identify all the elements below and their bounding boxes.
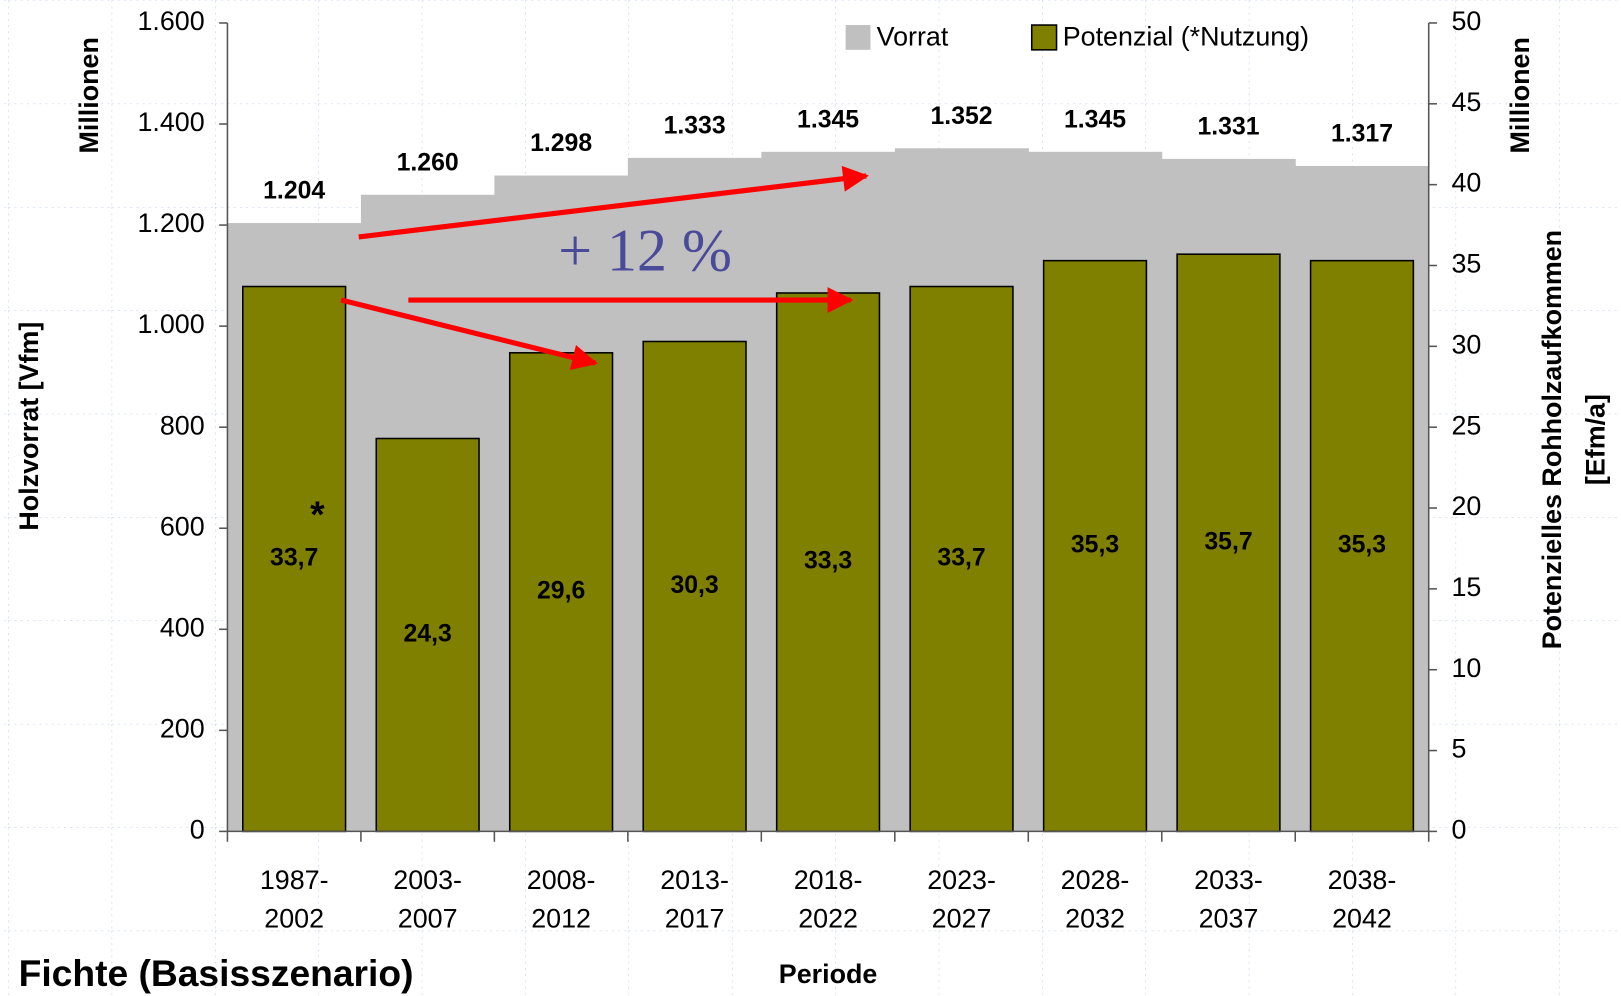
- data-label: 1.333: [664, 112, 726, 139]
- data-label: 1.204: [263, 178, 325, 205]
- x-tick-label: 2003-: [393, 865, 462, 895]
- y2-axis-title: [Efm/a]: [1580, 394, 1610, 485]
- x-tick-label: 2012: [531, 903, 591, 933]
- data-label: 29,6: [537, 578, 585, 605]
- x-tick-label: 2002: [264, 903, 324, 933]
- data-label: 24,3: [404, 620, 452, 647]
- arrow: [340, 297, 598, 371]
- legend-label: Vorrat: [877, 22, 949, 52]
- y-tick-label: 1.600: [137, 6, 204, 36]
- y2-tick-label: 50: [1451, 6, 1481, 36]
- y-tick-label: 600: [160, 511, 205, 541]
- y-tick-label: 800: [160, 410, 205, 440]
- data-label: 1.345: [1064, 106, 1126, 133]
- y2-tick-label: 15: [1451, 572, 1481, 602]
- x-tick-label: 2037: [1199, 903, 1259, 933]
- data-label: 1.331: [1197, 113, 1259, 140]
- bar: [1042, 259, 1148, 833]
- bar: [1309, 259, 1415, 833]
- y-axis-unit: Millionen: [74, 37, 104, 153]
- y-axis-title: Holzvorrat [Vfm]: [14, 322, 44, 531]
- data-label: 1.345: [797, 106, 859, 133]
- annotation: + 12 %: [558, 217, 732, 283]
- data-label: 1.260: [397, 149, 459, 176]
- bar: [242, 285, 347, 833]
- arrows: [340, 165, 869, 371]
- data-label: 33,7: [270, 545, 318, 572]
- x-tick-label: 2007: [398, 903, 458, 933]
- x-tick-label: 2013-: [660, 865, 729, 895]
- x-tick-label: 1987-: [260, 865, 329, 895]
- y2-tick-label: 10: [1451, 653, 1481, 683]
- y2-tick-label: 5: [1451, 734, 1466, 764]
- x-tick-label: 2028-: [1061, 865, 1130, 895]
- data-label: 35,3: [1338, 532, 1386, 559]
- bar: [642, 340, 747, 833]
- chart-title: Fichte (Basisszenario): [19, 952, 414, 994]
- y2-tick-label: 30: [1451, 329, 1481, 359]
- legend-swatch: [1030, 24, 1058, 51]
- arrow: [358, 165, 869, 240]
- data-label: 1.317: [1331, 120, 1393, 147]
- x-tick-label: 2023-: [927, 865, 996, 895]
- y2-tick-label: 40: [1451, 168, 1481, 198]
- y2-tick-label: 45: [1451, 87, 1481, 117]
- bar: [375, 437, 480, 833]
- x-tick-label: 2038-: [1328, 865, 1397, 895]
- data-label: 33,7: [937, 545, 985, 572]
- data-label: 33,3: [804, 548, 852, 575]
- data-label: 30,3: [670, 572, 718, 599]
- y2-axis-title: Potenzielles Rohholzaufkommen: [1537, 230, 1567, 649]
- y-tick-label: 1.000: [137, 309, 204, 339]
- x-tick-label: 2017: [665, 903, 725, 933]
- x-tick-label: 2008-: [527, 865, 596, 895]
- x-tick-label: 2027: [932, 903, 992, 933]
- x-tick-label: 2032: [1065, 903, 1125, 933]
- y2-tick-label: 20: [1451, 491, 1481, 521]
- x-tick-label: 2018-: [794, 865, 863, 895]
- y-tick-label: 200: [160, 713, 205, 743]
- y-tick-label: 1.200: [137, 208, 204, 238]
- y2-tick-label: 25: [1451, 410, 1481, 440]
- y-tick-label: 1.400: [137, 107, 204, 137]
- data-label: 35,3: [1071, 532, 1119, 559]
- bar: [508, 352, 614, 833]
- data-label: 1.298: [530, 130, 592, 157]
- bar: [1176, 253, 1281, 833]
- x-axis-title: Periode: [779, 959, 878, 989]
- legend-swatch: [845, 25, 871, 50]
- y2-axis-unit: Millionen: [1505, 37, 1535, 153]
- y2-tick-label: 0: [1451, 814, 1466, 844]
- bar: [775, 292, 881, 833]
- x-tick-label: 2022: [798, 903, 858, 933]
- bar: [909, 285, 1014, 833]
- y-tick-label: 0: [190, 814, 205, 844]
- data-label: 35,7: [1204, 528, 1252, 555]
- x-tick-label: 2042: [1332, 903, 1392, 933]
- y2-tick-label: 35: [1451, 249, 1481, 279]
- x-tick-label: 2033-: [1194, 865, 1263, 895]
- y-tick-label: 400: [160, 612, 205, 642]
- data-label: 1.352: [931, 103, 993, 130]
- legend-label: Potenzial (*Nutzung): [1063, 22, 1309, 52]
- annotation: *: [310, 493, 325, 535]
